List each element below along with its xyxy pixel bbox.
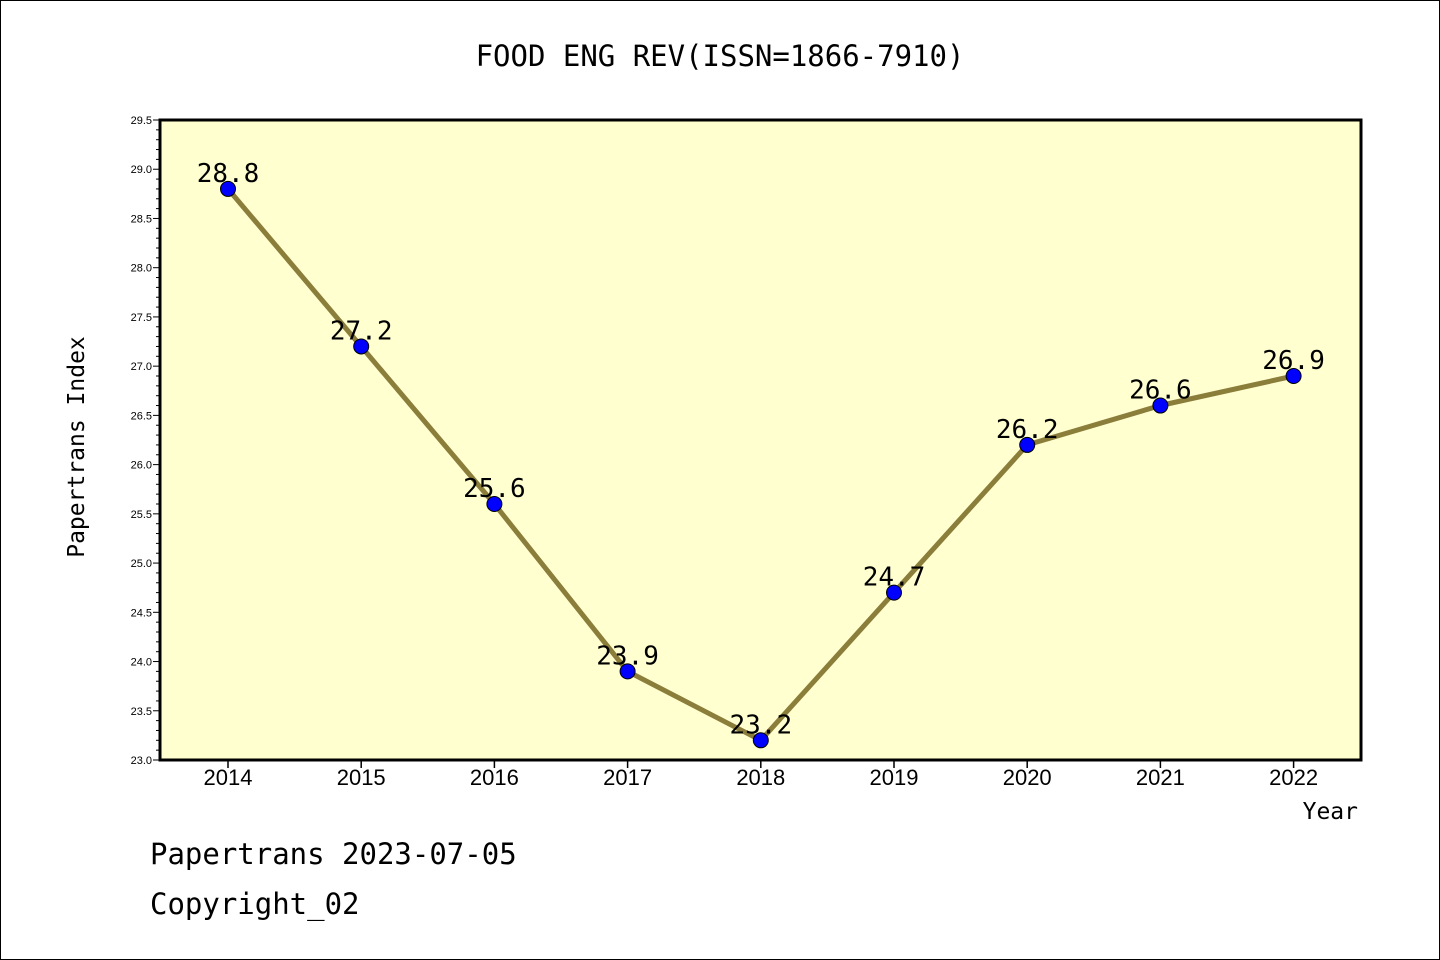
data-point <box>619 663 636 680</box>
data-point <box>1285 368 1302 384</box>
y-tick-label: 26.5 <box>131 410 152 422</box>
y-axis: 23.0 23.5 24.0 24.5 25.0 25.5 26.0 26.5 27.0 27.5… <box>131 115 160 767</box>
data-point <box>1019 436 1036 453</box>
data-label: 28.8 <box>197 159 260 189</box>
series-markers <box>220 180 1302 749</box>
data-label: 23.9 <box>596 641 659 671</box>
x-tick-label: 2018 <box>736 765 785 790</box>
data-point <box>353 338 370 355</box>
data-point <box>886 584 902 601</box>
footer-copyright: Copyright_02 <box>150 887 360 922</box>
y-tick-label: 23.5 <box>131 706 152 718</box>
data-label: 25.6 <box>463 474 526 504</box>
y-tick-label: 29.5 <box>131 115 152 127</box>
data-label: 26.6 <box>1129 376 1192 406</box>
y-tick-label: 24.0 <box>131 657 152 669</box>
x-tick-label: 2017 <box>603 765 652 790</box>
data-label: 23.2 <box>729 710 792 740</box>
x-tick-label: 2022 <box>1269 765 1318 790</box>
y-tick-label: 27.5 <box>131 312 152 324</box>
y-tick-label: 26.0 <box>131 460 152 472</box>
x-tick-label: 2019 <box>870 765 919 790</box>
footer-date: Papertrans 2023-07-05 <box>150 837 517 871</box>
y-tick-label: 25.0 <box>131 558 152 570</box>
x-axis: 2014 2015 2016 2017 2018 2019 2020 2021 2022 <box>204 760 1318 790</box>
x-axis-label: Year <box>1303 799 1358 825</box>
x-tick-label: 2021 <box>1136 765 1185 790</box>
x-tick-label: 2020 <box>1003 765 1052 790</box>
data-point <box>1152 397 1169 414</box>
chart-title: FOOD ENG REV(ISSN=1866-7910) <box>476 39 965 73</box>
x-tick-label: 2014 <box>204 765 253 790</box>
data-label: 27.2 <box>330 316 393 346</box>
data-label: 24.7 <box>863 563 926 593</box>
data-label: 26.2 <box>996 415 1059 445</box>
y-tick-label: 23.0 <box>131 755 152 767</box>
data-labels: 28.8 27.2 25.6 23.9 23.2 24.7 26.2 26.6 26.9 <box>197 159 1325 740</box>
x-tick-label: 2015 <box>337 765 386 790</box>
y-tick-label: 27.0 <box>131 361 152 373</box>
data-point <box>220 180 236 197</box>
y-tick-label: 24.5 <box>131 607 152 619</box>
y-axis-label: Papertrans Index <box>64 336 90 558</box>
y-tick-label: 28.0 <box>131 263 152 275</box>
data-point <box>486 496 503 512</box>
data-point <box>752 732 769 749</box>
y-tick-label: 28.5 <box>131 213 152 225</box>
plot-area <box>158 118 1363 762</box>
y-tick-label: 25.5 <box>131 509 152 521</box>
y-tick-label: 29.0 <box>131 164 152 176</box>
x-tick-label: 2016 <box>470 765 519 790</box>
data-label: 26.9 <box>1262 346 1325 376</box>
